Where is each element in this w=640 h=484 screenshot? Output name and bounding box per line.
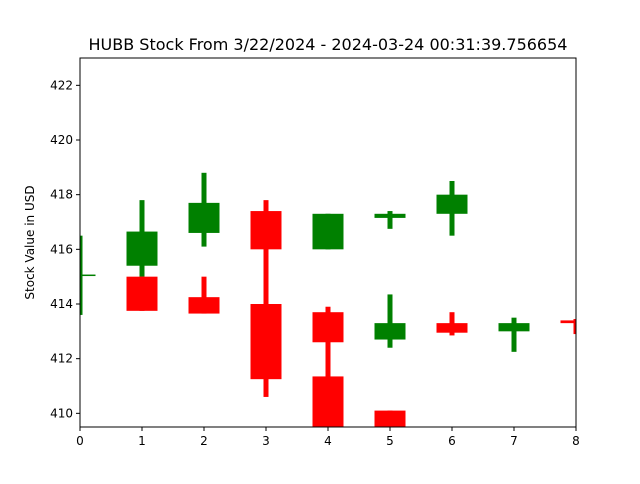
candle-10 [374,211,406,229]
y-axis: 410 412 414 416 418 420 422 [50,78,80,420]
candle-body [80,274,96,277]
candle-16 [560,319,576,335]
candle-body [374,323,406,340]
candle-wick [387,211,393,229]
x-tick-label: 0 [76,434,84,448]
candle-body [374,213,406,218]
candle-body [436,194,468,214]
candles-group [80,172,576,427]
candle-body [126,276,158,311]
x-tick-label: 4 [324,434,332,448]
candle-wick [263,200,269,304]
y-tick-label: 410 [50,406,73,420]
candle-7 [312,213,344,250]
y-tick-label: 420 [50,133,73,147]
candle-3 [188,172,220,247]
candle-4 [188,276,220,314]
x-tick-label: 3 [262,434,270,448]
plot-area [80,172,576,427]
candle-body [188,297,220,314]
candle-5 [250,200,282,304]
y-tick-label: 422 [50,78,73,92]
candle-15 [498,317,530,352]
candle-body [560,320,576,324]
y-tick-label: 412 [50,352,73,366]
candle-body [312,376,344,427]
candle-body [126,231,158,266]
candle-body [436,323,468,333]
candle-wick [511,317,517,352]
candle-13 [436,181,468,236]
y-tick-label: 416 [50,242,73,256]
candle-body [312,213,344,250]
x-tick-label: 8 [572,434,580,448]
candle-14 [436,312,468,336]
y-tick-label: 418 [50,188,73,202]
y-axis-label: Stock Value in USD [23,185,37,299]
candle-8 [312,306,344,378]
candle-6 [250,304,282,397]
x-tick-label: 6 [448,434,456,448]
x-tick-label: 2 [200,434,208,448]
candle-wick [387,294,393,348]
candle-9 [312,376,344,427]
candle-1 [126,200,158,277]
candle-wick [573,319,576,335]
x-tick-label: 7 [510,434,518,448]
candle-0 [80,235,96,315]
candle-2 [126,276,158,311]
candle-11 [374,294,406,348]
candle-body [498,323,530,332]
x-tick-label: 5 [386,434,394,448]
candle-wick [201,276,207,314]
candle-12 [374,410,406,427]
x-axis: 0 1 2 3 4 5 6 7 8 [76,427,580,448]
chart-title: HUBB Stock From 3/22/2024 - 2024-03-24 0… [89,35,568,54]
y-tick-label: 414 [50,297,73,311]
x-tick-label: 1 [138,434,146,448]
candle-body [250,304,282,380]
candle-body [374,410,406,427]
candle-body [312,312,344,343]
candle-body [188,202,220,233]
candle-body [250,211,282,250]
